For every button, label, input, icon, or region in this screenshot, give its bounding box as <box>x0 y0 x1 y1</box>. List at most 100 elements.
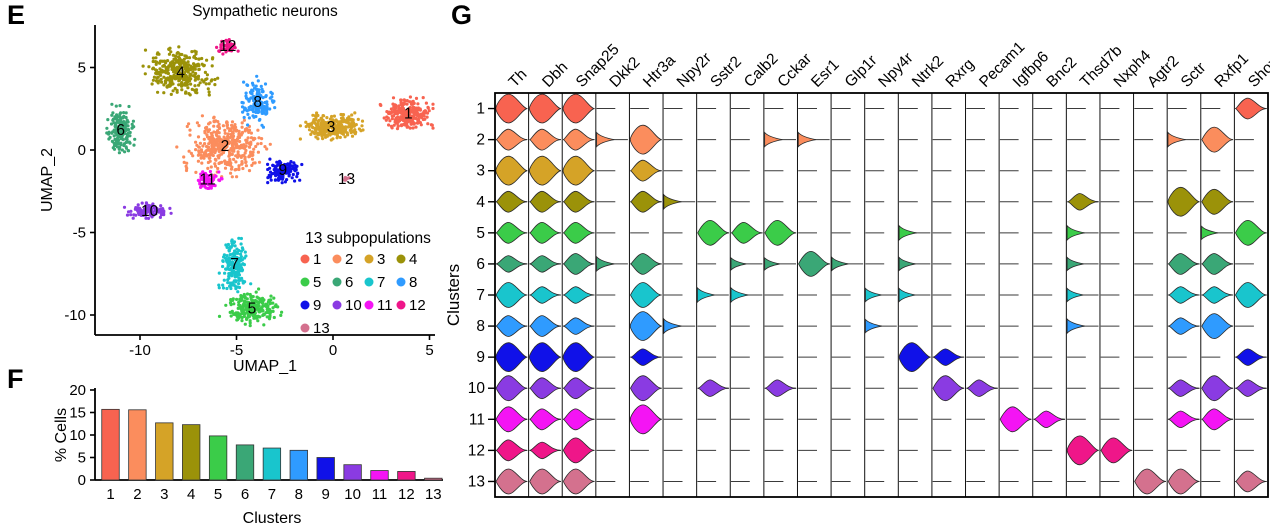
violin <box>1066 317 1085 335</box>
y-tick-label: 20 <box>69 382 86 399</box>
bar <box>128 409 147 481</box>
x-tick-label: 10 <box>344 486 361 503</box>
violin <box>495 468 528 495</box>
violin <box>1067 193 1099 211</box>
cluster-row-label: 6 <box>476 256 485 273</box>
y-tick-label: 10 <box>69 427 86 444</box>
gene-label: Dbh <box>539 59 571 91</box>
violin <box>495 439 528 462</box>
violin <box>1201 408 1234 431</box>
violin <box>495 342 528 373</box>
bar <box>424 477 443 481</box>
violin-y-label: Clusters <box>445 264 463 326</box>
legend-item-label: 4 <box>409 251 417 268</box>
violin <box>1201 286 1234 304</box>
violin <box>797 131 817 148</box>
violin <box>529 128 562 151</box>
cluster-number-label: 9 <box>279 162 288 179</box>
violin-cells <box>495 93 1267 495</box>
gene-label: Htr3a <box>640 52 679 91</box>
violin <box>630 348 662 366</box>
panel-label-e: E <box>7 0 26 30</box>
gene-label: Shox2 <box>1245 48 1270 91</box>
umap-plot: Sympathetic neurons 5 0 -5 -10 -10 -5 0 5 UMAP_1 U… <box>39 3 435 375</box>
violin <box>529 255 562 273</box>
panel-label-f: F <box>7 364 24 394</box>
legend-item: 11 <box>364 297 393 314</box>
gene-label: Glp1r <box>842 52 881 91</box>
violin <box>630 282 662 308</box>
legend-item-label: 12 <box>409 297 426 314</box>
violin <box>932 348 965 366</box>
y-tick-label: 5 <box>78 450 86 467</box>
violin <box>529 408 562 431</box>
violin <box>1167 186 1200 217</box>
legend-item: 13 <box>300 320 330 337</box>
violin <box>697 219 730 246</box>
bar-x-label: Clusters <box>243 510 302 527</box>
legend-item-label: 7 <box>377 274 385 291</box>
x-tick-label: 3 <box>160 486 168 503</box>
legend-item-label: 13 <box>313 320 330 337</box>
bar <box>289 449 308 481</box>
cluster-number-label: 7 <box>230 256 239 273</box>
legend-item-label: 1 <box>313 251 321 268</box>
violin <box>563 190 595 213</box>
cluster-row-label: 8 <box>476 318 485 335</box>
gene-label: Npy4r <box>875 50 916 91</box>
violin <box>563 408 595 431</box>
violin <box>663 193 682 210</box>
legend-item-label: 11 <box>377 297 393 314</box>
cluster-number-label: 12 <box>219 38 236 55</box>
x-tick-label: 9 <box>322 486 330 503</box>
violin <box>1235 379 1267 397</box>
violin <box>1066 435 1099 466</box>
cluster-number-label: 8 <box>253 94 262 111</box>
legend-item: 9 <box>300 297 321 314</box>
bar <box>208 435 228 481</box>
y-tick-label: 5 <box>78 60 86 77</box>
panel-umap: Sympathetic neurons 5 0 -5 -10 -10 -5 0 5 UMAP_1 U… <box>0 0 445 375</box>
y-tick-label: -5 <box>73 225 86 242</box>
bar <box>397 471 416 481</box>
legend-item: 4 <box>396 251 417 268</box>
violin <box>1235 470 1267 493</box>
cluster-row-label: 11 <box>469 411 485 428</box>
gene-label: Th <box>506 66 531 91</box>
y-tick-label: 0 <box>78 472 86 489</box>
cluster-number-label: 6 <box>116 122 125 139</box>
legend-item-label: 10 <box>345 297 362 314</box>
cluster-number-label: 13 <box>338 171 355 188</box>
violin <box>1033 410 1066 429</box>
legend-item-label: 3 <box>377 251 385 268</box>
cluster-number-label: 1 <box>404 106 413 123</box>
violin <box>529 93 562 124</box>
cluster-row-label: 1 <box>476 101 485 118</box>
cluster-row-label: 7 <box>476 287 485 304</box>
violin <box>1168 253 1200 275</box>
violin <box>1134 468 1167 495</box>
violin <box>731 221 763 244</box>
violin <box>596 131 615 148</box>
violin <box>932 375 965 402</box>
umap-title: Sympathetic neurons <box>192 3 338 20</box>
x-tick-label: 0 <box>329 342 337 359</box>
gene-label: Ntrk2 <box>909 53 947 91</box>
cluster-row-label: 3 <box>476 163 485 180</box>
legend-item-label: 8 <box>409 274 417 291</box>
violin <box>563 286 595 304</box>
violin <box>1201 188 1234 215</box>
violin <box>630 375 662 402</box>
legend-item: 12 <box>396 297 426 314</box>
panel-label-g: G <box>451 0 473 30</box>
violin <box>764 219 797 246</box>
violin <box>966 379 998 397</box>
gene-label: Rxrg <box>943 56 978 91</box>
y-tick-label: 15 <box>69 405 86 422</box>
gene-label: Sstr2 <box>707 53 745 91</box>
violin <box>1168 286 1200 304</box>
cluster-number-label: 5 <box>248 300 257 317</box>
legend-item-label: 2 <box>345 251 353 268</box>
x-tick-label: 6 <box>241 486 249 503</box>
